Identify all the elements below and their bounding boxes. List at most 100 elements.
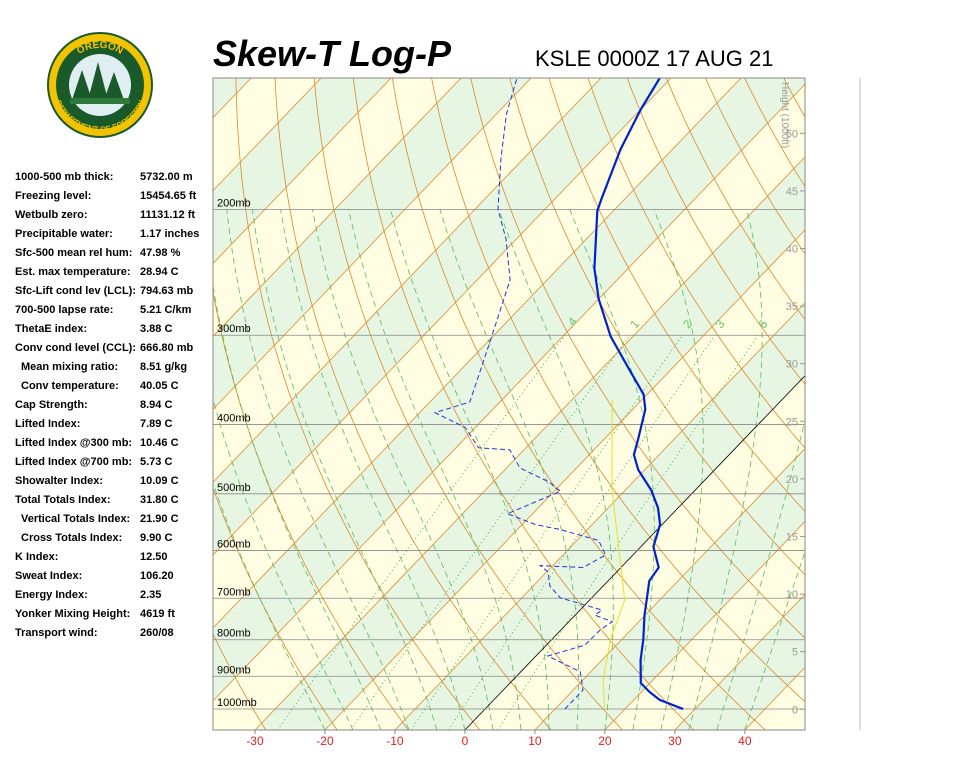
stat-value: 10.09 C <box>140 475 179 487</box>
isotherm <box>213 78 602 483</box>
stat-label: Cap Strength: <box>15 399 88 411</box>
stat-value: 4619 ft <box>140 608 175 620</box>
stat-value: 15454.65 ft <box>140 190 197 202</box>
moist-adiabat <box>213 481 326 730</box>
stat-label: Vertical Totals Index: <box>21 513 130 525</box>
stat-label: Sfc-Lift cond lev (LCL): <box>15 285 136 297</box>
stat-value: 11131.12 ft <box>140 209 195 221</box>
pressure-label: 500mb <box>217 482 251 494</box>
x-tick-label: 0 <box>462 734 469 748</box>
isotherm <box>674 593 805 730</box>
isotherm <box>254 156 805 730</box>
stat-label: Mean mixing ratio: <box>21 361 118 373</box>
pressure-label: 900mb <box>217 664 251 676</box>
pressure-label: 1000mb <box>217 697 257 709</box>
moist-adiabat <box>213 397 354 730</box>
height-axis-label: Height (1000ft) <box>779 82 790 148</box>
stat-label: Precipitable water: <box>15 228 113 240</box>
isotherm <box>213 78 742 629</box>
chart-subtitle: KSLE 0000Z 17 AUG 21 <box>535 46 774 71</box>
plot-background <box>213 76 960 730</box>
chart-title: Skew-T Log-P <box>213 33 452 74</box>
logo-top-text: OREGON <box>75 40 125 57</box>
stat-label: Wetbulb zero: <box>15 209 88 221</box>
stat-value: 106.20 <box>140 570 174 582</box>
stat-label: Cross Totals Index: <box>21 532 122 544</box>
isotherm <box>324 229 805 730</box>
stat-value: 10.46 C <box>140 437 179 449</box>
height-tick-label: 30 <box>786 359 798 371</box>
plot-frame <box>212 77 806 731</box>
isotherm <box>213 78 532 410</box>
dry-adiabat <box>900 76 960 730</box>
dry-adiabat <box>548 78 805 513</box>
isotherm <box>534 448 805 730</box>
stat-value: 28.94 C <box>140 266 179 278</box>
isotherm-band <box>213 78 805 701</box>
stat-label: K Index: <box>15 551 58 563</box>
dry-adiabat <box>783 78 805 118</box>
stat-value: 9.90 C <box>140 532 172 544</box>
stat-value: 12.50 <box>140 551 168 563</box>
stat-label: Conv temperature: <box>21 380 119 392</box>
x-tick-label: -30 <box>246 734 264 748</box>
dry-adiabat <box>626 78 805 385</box>
stat-value: 31.80 C <box>140 494 179 506</box>
height-tick-label: 35 <box>786 301 798 313</box>
profile-group <box>602 399 626 710</box>
logo-top: OREGON <box>75 40 125 57</box>
profile-line <box>602 399 626 710</box>
mixing-ratio-line <box>410 334 683 730</box>
stat-label: Sfc-500 mean rel hum: <box>15 247 132 259</box>
height-tick-label: 20 <box>786 474 798 486</box>
height-tick-label: 45 <box>786 186 798 198</box>
moist-adiabat <box>252 209 438 730</box>
isotherm <box>213 78 672 556</box>
height-tick-label: 40 <box>786 243 798 255</box>
stat-label: 700-500 lapse rate: <box>15 304 113 316</box>
stat-value: 8.94 C <box>140 399 172 411</box>
dry-adiabat <box>939 76 960 730</box>
stat-value: 7.89 C <box>140 418 172 430</box>
pressure-label: 600mb <box>217 538 251 550</box>
x-tick-label: -20 <box>316 734 334 748</box>
stat-label: Energy Index: <box>15 589 88 601</box>
stat-value: 666.80 mb <box>140 342 193 354</box>
pressure-label: 700mb <box>217 586 251 598</box>
height-tick-label: 5 <box>792 647 798 659</box>
stat-label: ThetaE index: <box>15 323 87 335</box>
pressure-label: 800mb <box>217 628 251 640</box>
x-tick-label: -10 <box>386 734 404 748</box>
stat-label: Est. max temperature: <box>15 266 131 278</box>
isotherm <box>213 78 462 337</box>
stat-value: 3.88 C <box>140 323 172 335</box>
mixing-ratio-line <box>277 334 566 730</box>
x-tick-label: 10 <box>528 734 542 748</box>
moist-adiabat <box>653 209 704 730</box>
isotherm <box>213 78 322 192</box>
pressure-label: 300mb <box>217 323 251 335</box>
isotherm <box>604 520 805 730</box>
stat-label: Total Totals Index: <box>15 494 111 506</box>
logo: OREGON DEPARTMENT OF FORESTRY <box>47 32 153 138</box>
height-tick-label: 0 <box>792 704 798 716</box>
height-tick-label: 15 <box>786 531 798 543</box>
profile-line <box>593 78 684 711</box>
moist-adiabat <box>390 209 550 730</box>
profile-group <box>433 78 614 710</box>
height-tick-label: 50 <box>786 128 798 140</box>
stat-label: 1000-500 mb thick: <box>15 171 113 183</box>
moist-adiabat <box>744 550 805 730</box>
stat-label: Yonker Mixing Height: <box>15 608 130 620</box>
moist-adiabat <box>226 209 410 730</box>
stat-label: Showalter Index: <box>15 475 103 487</box>
isotherm <box>213 83 805 702</box>
stat-label: Freezing level: <box>15 190 91 202</box>
x-tick-label: 30 <box>668 734 682 748</box>
isotherm <box>815 78 960 730</box>
stat-value: 5.73 C <box>140 456 172 468</box>
mixing-ratio-line <box>350 334 631 730</box>
stat-value: 47.98 % <box>140 247 181 259</box>
